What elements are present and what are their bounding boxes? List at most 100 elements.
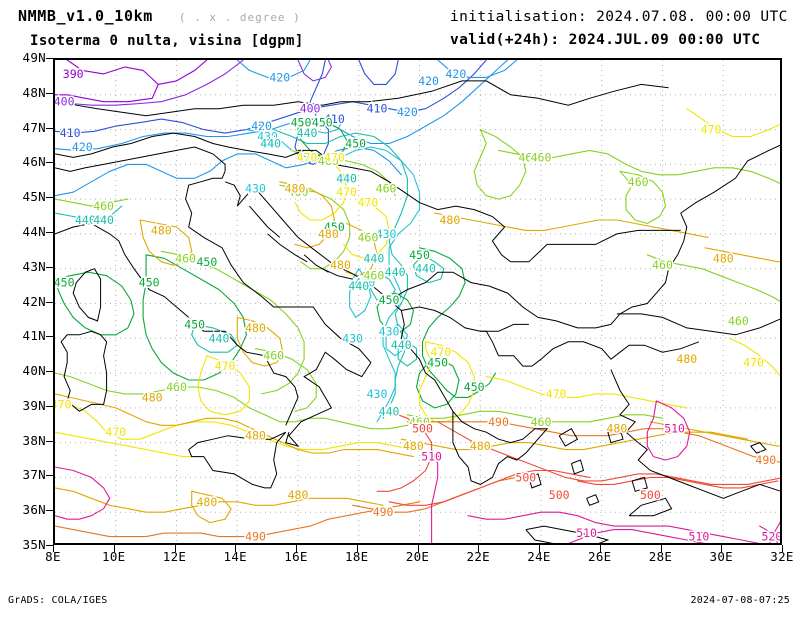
contour-label: 440 xyxy=(93,213,114,227)
contour-label: 420 xyxy=(397,105,418,119)
contour-label-halo: 440 xyxy=(379,404,400,418)
contour-label: 440 xyxy=(75,213,96,227)
contour-label: 430 xyxy=(257,130,278,144)
contour-label: 480 xyxy=(245,321,266,335)
contour-label-halo: 470 xyxy=(105,425,126,439)
x-axis-tick xyxy=(782,545,783,552)
contour-label: 520 xyxy=(762,530,782,544)
contour-label: 480 xyxy=(142,390,163,404)
contour-label: 450 xyxy=(184,317,205,331)
y-axis-tick xyxy=(46,510,53,512)
contour-label-halo: 460 xyxy=(318,154,339,168)
contour-label: 440 xyxy=(391,338,412,352)
y-axis-tick xyxy=(46,545,53,546)
model-name: NMMB_v1.0_10km xyxy=(18,7,153,25)
contour-label-halo: 470 xyxy=(336,185,357,199)
render-timestamp: 2024-07-08-07:25 xyxy=(690,595,790,606)
valid-time: valid(+24h): 2024.JUL.09 00:00 UTC xyxy=(450,32,761,48)
y-axis-label: 37N xyxy=(22,467,46,483)
contour-label: 470 xyxy=(324,150,345,164)
y-axis-label: 44N xyxy=(22,223,46,239)
y-axis-tick xyxy=(46,475,53,477)
x-axis-label: 8E xyxy=(45,549,61,564)
y-axis-tick xyxy=(46,92,53,94)
x-axis-tick xyxy=(113,545,115,552)
x-axis-label: 20E xyxy=(405,549,430,564)
contour-label-halo: 440 xyxy=(415,262,436,276)
contour-label: 480 xyxy=(318,227,339,241)
contour-label-halo: 440 xyxy=(260,137,281,151)
contour-label-halo: 480 xyxy=(713,251,734,265)
x-axis-tick xyxy=(660,545,662,552)
contour-label: 450 xyxy=(197,255,218,269)
contour-label-halo: 410 xyxy=(324,112,345,126)
x-axis-tick xyxy=(174,545,176,552)
contour-label-halo: 440 xyxy=(391,338,412,352)
contour-label: 480 xyxy=(245,429,266,443)
contour-label-halo: 430 xyxy=(245,182,266,196)
contour-label-halo: 440 xyxy=(209,331,230,345)
field-line: Isoterma 0 nulta, visina [dgpm] xyxy=(18,29,304,52)
y-axis-tick xyxy=(46,266,53,268)
contour-label: 480 xyxy=(713,251,734,265)
contour-label: 490 xyxy=(245,530,266,544)
valid-line: valid(+24h): 2024.JUL.09 00:00 UTC xyxy=(450,28,788,51)
contour-label-halo: 430 xyxy=(379,324,400,338)
contour-label-halo: 390 xyxy=(63,67,84,81)
initialisation-line: initialisation: 2024.07.08. 00:00 UTC xyxy=(450,5,788,28)
contour-label: 470 xyxy=(743,356,764,370)
contour-label-halo: 400 xyxy=(300,102,321,116)
y-axis-label: 47N xyxy=(22,119,46,135)
contour-label: 450 xyxy=(291,116,312,130)
y-axis-tick xyxy=(46,162,53,164)
contour-label: 440 xyxy=(297,126,318,140)
contour-label-halo: 460 xyxy=(288,185,309,199)
contour-label: 460 xyxy=(531,150,552,164)
contour-label-halo: 480 xyxy=(197,495,218,509)
contour-label: 410 xyxy=(367,102,388,116)
contour-label-halo: 480 xyxy=(330,258,351,272)
contour-label-halo: 510 xyxy=(664,422,685,436)
x-axis-tick xyxy=(417,545,419,552)
contour-label-halo: 500 xyxy=(412,422,433,436)
contour-label-halo: 420 xyxy=(251,119,272,133)
x-axis-label: 18E xyxy=(345,549,369,564)
contour-label: 480 xyxy=(470,439,491,453)
contour-label: 420 xyxy=(269,70,290,84)
contour-label: 480 xyxy=(285,182,306,196)
y-axis-label: 49N xyxy=(22,50,46,65)
contour-label: 500 xyxy=(640,488,661,502)
contour-label: 450 xyxy=(324,220,345,234)
y-axis-label: 42N xyxy=(22,293,46,309)
contour-label: 460 xyxy=(288,185,309,199)
y-axis-label: 35N xyxy=(22,537,46,552)
contour-label: 480 xyxy=(440,213,461,227)
contour-label: 420 xyxy=(72,140,93,154)
contour-label: 500 xyxy=(515,470,536,484)
contour-label: 460 xyxy=(166,380,187,394)
contour-label: 510 xyxy=(664,422,685,436)
header-left-block: NMMB_v1.0_10km ( . x . degree ) Isoterma … xyxy=(18,5,304,52)
contour-label: 460 xyxy=(652,258,673,272)
contour-label: 430 xyxy=(376,227,397,241)
contour-label: 450 xyxy=(345,137,366,151)
contour-label-halo: 440 xyxy=(93,213,114,227)
contour-label-halo: 480 xyxy=(676,352,697,366)
contour-label: 470 xyxy=(297,150,318,164)
contour-label-halo: 450 xyxy=(139,276,160,290)
contour-label-halo: 490 xyxy=(373,505,394,519)
contour-label: 440 xyxy=(379,404,400,418)
contour-label: 460 xyxy=(93,199,114,213)
contour-label: 400 xyxy=(300,102,321,116)
contour-label-halo: 490 xyxy=(245,530,266,544)
contour-label-halo: 430 xyxy=(342,331,363,345)
contour-label-halo: 430 xyxy=(376,227,397,241)
contour-label-halo: 460 xyxy=(263,349,284,363)
contour-label-halo: 450 xyxy=(324,220,345,234)
contour-label-halo: 440 xyxy=(75,213,96,227)
contour-label-halo: 480 xyxy=(142,390,163,404)
contour-label: 460 xyxy=(358,230,379,244)
contour-label: 440 xyxy=(260,137,281,151)
contour-label-halo: 450 xyxy=(312,116,333,130)
y-axis-tick xyxy=(46,301,53,303)
